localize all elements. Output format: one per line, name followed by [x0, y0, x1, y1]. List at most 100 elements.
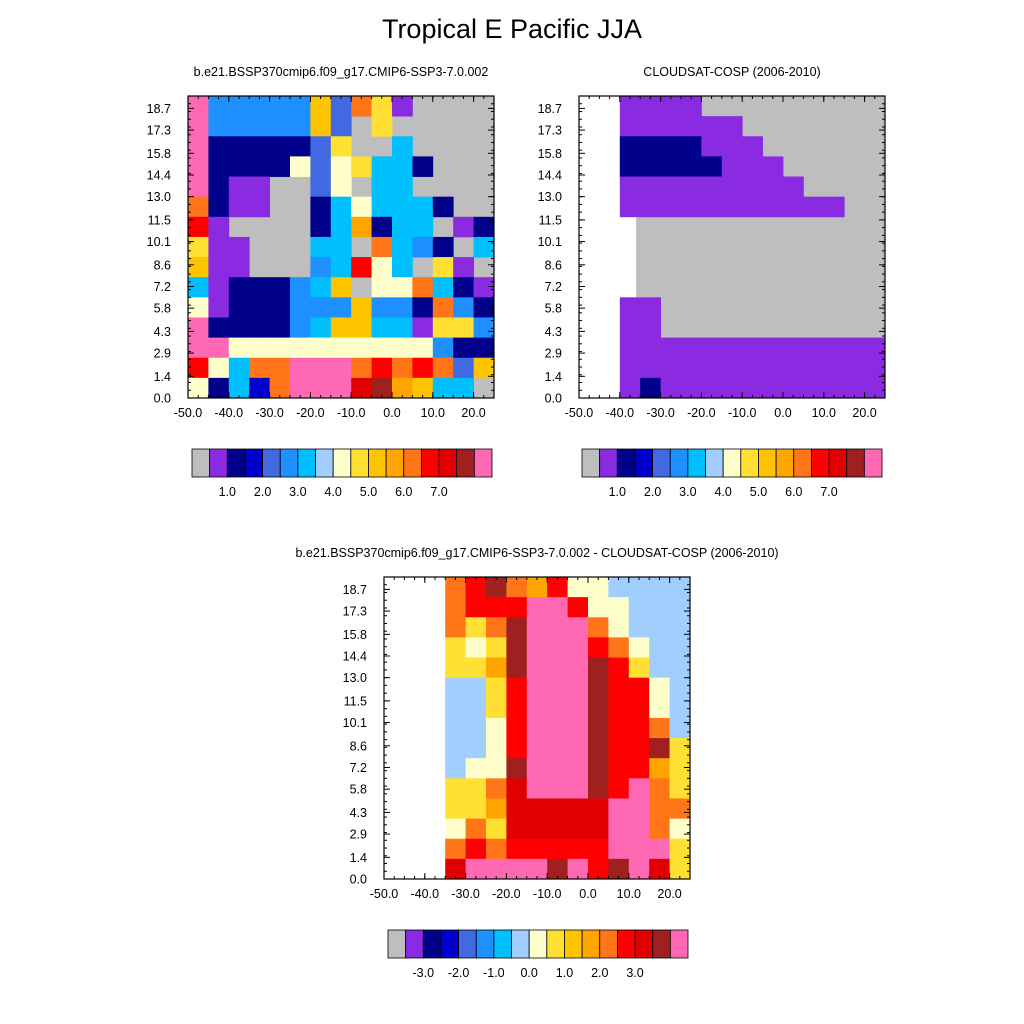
- heatmap-cell: [588, 637, 609, 658]
- heatmap-cell: [445, 858, 466, 880]
- heatmap-cell: [486, 577, 507, 598]
- heatmap-cell: [628, 657, 650, 679]
- heatmap-cell: [588, 597, 609, 618]
- heatmap-cell: [649, 798, 670, 819]
- heatmap-cell: [844, 357, 865, 379]
- heatmap-cell: [208, 297, 230, 318]
- heatmap-cell: [465, 717, 487, 739]
- heatmap-cell: [742, 357, 763, 379]
- heatmap-cell: [371, 176, 393, 198]
- heatmap-cell: [445, 778, 466, 799]
- heatmap-cell: [445, 798, 466, 819]
- heatmap-cell: [701, 116, 723, 137]
- colorbar-swatch: [422, 929, 442, 959]
- heatmap-cell: [392, 337, 413, 359]
- heatmap-cell: [310, 297, 332, 318]
- heatmap-cell: [412, 236, 434, 258]
- heatmap-cell: [669, 697, 691, 719]
- heatmap-cell: [628, 597, 650, 618]
- heatmap-cell: [465, 758, 487, 779]
- heatmap-cell: [208, 257, 230, 278]
- heatmap-cell: [330, 216, 352, 238]
- heatmap-cell: [351, 337, 372, 359]
- heatmap-cell: [547, 597, 568, 618]
- colorbar-label: 2.0: [591, 966, 608, 980]
- heatmap-cell: [392, 297, 413, 318]
- heatmap-cell: [628, 838, 650, 860]
- heatmap-cell: [588, 717, 609, 739]
- heatmap-cell: [721, 176, 743, 198]
- heatmap-cell: [351, 317, 372, 338]
- heatmap-cell: [473, 297, 495, 318]
- heatmap-cell: [188, 96, 209, 117]
- colorbar-swatch: [634, 448, 653, 478]
- heatmap-cell: [465, 818, 487, 840]
- heatmap-cell: [506, 838, 528, 860]
- heatmap-cell: [249, 96, 270, 117]
- heatmap-cell: [486, 818, 507, 840]
- colorbar: 1.0 2.0 3.0 4.0 5.0 6.0 7.0: [191, 448, 493, 499]
- heatmap-cell: [567, 798, 589, 819]
- heatmap-cell: [721, 377, 743, 399]
- colorbar-swatch: [599, 929, 618, 959]
- heatmap-cell: [506, 657, 528, 679]
- heatmap-cell: [506, 758, 528, 779]
- colorbar-swatch: [493, 929, 512, 959]
- heatmap-cell: [660, 156, 682, 177]
- heatmap-cell: [526, 637, 548, 658]
- colorbar-label: 5.0: [750, 485, 767, 499]
- x-tick-label: 0.0: [774, 406, 791, 420]
- heatmap-cell: [310, 236, 332, 258]
- heatmap-cell: [290, 277, 311, 298]
- heatmap-cell: [669, 798, 691, 819]
- colorbar-label: -3.0: [413, 966, 435, 980]
- heatmap-cell: [330, 357, 352, 379]
- heatmap-cell: [762, 156, 784, 177]
- y-tick-label: 15.8: [147, 147, 171, 161]
- heatmap-cell: [640, 357, 661, 379]
- heatmap-cell: [628, 758, 650, 779]
- heatmap-cell: [330, 236, 352, 258]
- heatmap-cell: [640, 196, 661, 218]
- heatmap-cell: [567, 577, 589, 598]
- heatmap-cell: [803, 377, 825, 399]
- colorbar-label: 1.0: [219, 485, 236, 499]
- x-tick-label: -20.0: [492, 887, 521, 901]
- heatmap-cell: [619, 96, 641, 117]
- heatmap-cell: [412, 297, 434, 318]
- heatmap-cell: [412, 216, 434, 238]
- heatmap-cell: [486, 637, 507, 658]
- colorbar-swatch: [863, 448, 883, 478]
- heatmap-cell: [392, 357, 413, 379]
- heatmap-cell: [486, 617, 507, 638]
- heatmap-cell: [473, 216, 495, 238]
- heatmap-cell: [608, 758, 630, 779]
- heatmap-cell: [371, 357, 393, 379]
- heatmap-cell: [228, 136, 250, 157]
- heatmap-cell: [619, 116, 641, 137]
- heatmap-cell: [701, 357, 723, 379]
- x-tick-label: -30.0: [255, 406, 284, 420]
- colorbar-swatch: [475, 929, 495, 959]
- y-tick-label: 15.8: [343, 628, 367, 642]
- heatmap-cell: [465, 838, 487, 860]
- heatmap-cell: [526, 617, 548, 638]
- heatmap-cell: [567, 717, 589, 739]
- heatmap-cell: [208, 236, 230, 258]
- heatmap-cell: [228, 156, 250, 177]
- heatmap-cell: [588, 858, 609, 880]
- heatmap-cell: [228, 337, 250, 359]
- heatmap-cell: [547, 818, 568, 840]
- heatmap-cell: [228, 317, 250, 338]
- heatmap-cell: [330, 377, 352, 399]
- heatmap-cell: [486, 697, 507, 719]
- colorbar-swatch: [297, 448, 316, 478]
- heatmap-cell: [465, 778, 487, 799]
- heatmap-cell: [506, 597, 528, 618]
- colorbar-swatch: [687, 448, 706, 478]
- y-tick-label: 1.4: [545, 370, 562, 384]
- heatmap-cell: [188, 136, 209, 157]
- y-tick-label: 8.6: [154, 258, 171, 272]
- heatmap-cell: [547, 697, 568, 719]
- colorbar-swatch: [473, 448, 493, 478]
